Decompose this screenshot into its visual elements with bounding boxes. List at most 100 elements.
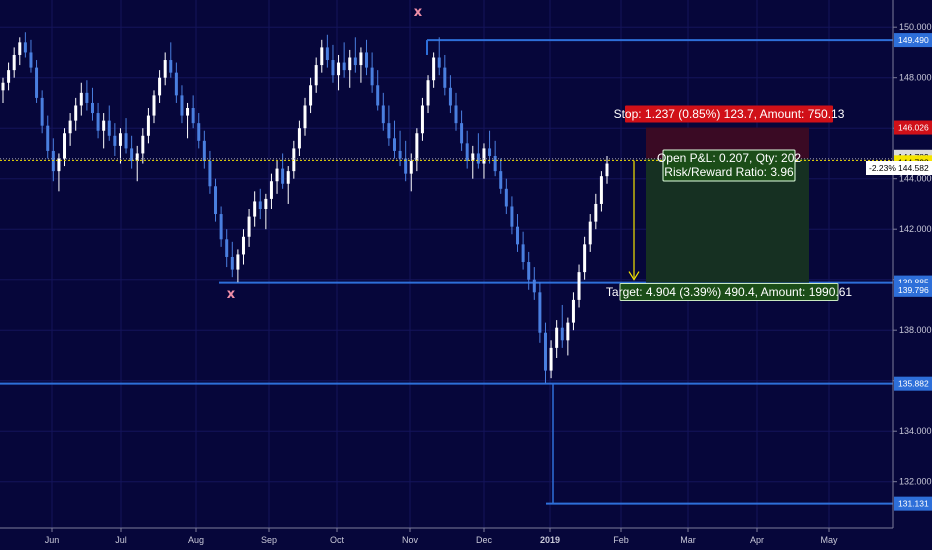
- candle-body: [365, 52, 369, 68]
- candle-body: [68, 120, 72, 134]
- candle-body: [197, 123, 201, 141]
- candle-body: [23, 42, 27, 53]
- candle-body: [186, 108, 190, 116]
- candle-body: [253, 201, 257, 217]
- line-price-tag: [894, 376, 932, 391]
- candle-body: [102, 120, 106, 131]
- candle-body: [180, 95, 184, 116]
- candle-body: [163, 60, 167, 78]
- target-label: Target: 4.904 (3.39%) 490.4, Amount: 199…: [606, 285, 852, 299]
- candle-body: [605, 163, 609, 177]
- time-tick-label: Jul: [115, 535, 127, 545]
- risk-reward-label: Risk/Reward Ratio: 3.96: [664, 165, 794, 179]
- candle-body: [7, 70, 11, 83]
- candle-body: [532, 279, 536, 293]
- candle-body: [146, 115, 150, 136]
- candle-body: [516, 226, 520, 245]
- axis-price-tag-label: 144.582: [898, 163, 929, 173]
- candle-body: [337, 62, 341, 76]
- target-label-box: [619, 283, 839, 301]
- candle-body: [191, 108, 195, 124]
- candle-body: [225, 239, 229, 257]
- axis-price-tag: [894, 282, 932, 297]
- candle-body: [426, 80, 430, 106]
- candle-body: [96, 113, 100, 131]
- candle-body: [392, 138, 396, 151]
- candle-body: [258, 201, 262, 209]
- candle-body: [314, 65, 318, 86]
- price-tick-label: 134.000: [899, 426, 932, 436]
- candle-body: [325, 47, 329, 61]
- line-price-tag-label: 149.490: [898, 35, 929, 45]
- candle-body: [29, 52, 33, 68]
- candle-body: [460, 123, 464, 144]
- candle-body: [471, 153, 475, 162]
- candle-body: [113, 135, 117, 146]
- candle-body: [566, 322, 570, 341]
- candle-body: [51, 150, 55, 172]
- candle-body: [174, 72, 178, 96]
- time-tick-label: Aug: [188, 535, 204, 545]
- candle-body: [264, 198, 268, 209]
- candle-body: [499, 171, 503, 189]
- time-axis[interactable]: Jun Jul Aug Sep Oct Nov Dec 2019 Feb Mar Apr May: [45, 528, 838, 545]
- time-tick-label: Feb: [613, 535, 629, 545]
- axis-price-tag-label: 146.026: [898, 123, 929, 133]
- time-tick-label: Sep: [261, 535, 277, 545]
- axis-price-tag: [894, 161, 932, 176]
- candle-body: [538, 292, 542, 333]
- candle-body: [269, 181, 273, 199]
- candle-body: [432, 57, 436, 81]
- candle-body: [303, 105, 307, 129]
- position-overlay[interactable]: Stop: 1.237 (0.85%) 123.7, Amount: 750.1…: [0, 105, 893, 301]
- candle-body: [90, 102, 94, 114]
- price-axis-background[interactable]: [893, 0, 932, 550]
- candle-body: [208, 161, 212, 187]
- time-tick-label: Oct: [330, 535, 345, 545]
- candle-body: [415, 133, 419, 162]
- candle-body: [292, 148, 296, 172]
- candle-body: [63, 133, 67, 159]
- time-tick-label: 2019: [540, 535, 560, 545]
- line-price-tag-label: 139.885: [898, 278, 929, 288]
- price-tick-label: 150.000: [899, 22, 932, 32]
- candle-body: [12, 54, 16, 71]
- candle-body: [40, 97, 44, 126]
- candle-body: [543, 332, 547, 371]
- axis-price-tag-label: 139.796: [898, 285, 929, 295]
- candle-body: [381, 105, 385, 124]
- candle-body: [275, 168, 279, 182]
- candle-body: [476, 153, 480, 164]
- candle-body: [571, 299, 575, 323]
- candle-body: [583, 244, 587, 273]
- line-price-tag-label: 131.131: [898, 499, 929, 509]
- candle-body: [230, 256, 234, 270]
- candle-body: [448, 87, 452, 106]
- price-tick-label: 138.000: [899, 325, 932, 335]
- candle-body: [241, 236, 245, 255]
- x-marker: x: [414, 5, 423, 20]
- stop-label: Stop: 1.237 (0.85%) 123.7, Amount: 750.1…: [614, 107, 845, 121]
- candle-body: [286, 171, 290, 184]
- candle-body: [331, 60, 335, 76]
- candle-body: [141, 135, 145, 154]
- candle-body: [320, 47, 324, 66]
- stop-label-box: [625, 105, 833, 123]
- projection-arrow-head: [628, 271, 640, 281]
- candle-body: [493, 155, 497, 172]
- candle-body: [309, 85, 313, 106]
- candlestick-series: [1, 32, 609, 384]
- price-tick-label: 144.000: [899, 174, 932, 184]
- line-price-tag: [894, 496, 932, 511]
- candle-body: [348, 57, 352, 71]
- candle-body: [465, 143, 469, 162]
- candle-body: [482, 148, 486, 164]
- time-tick-label: Mar: [680, 535, 696, 545]
- candle-body: [387, 123, 391, 139]
- x-marker: x: [227, 287, 236, 302]
- candle-body: [74, 105, 78, 121]
- candle-body: [135, 153, 139, 162]
- candle-body: [107, 120, 111, 136]
- candle-body: [560, 327, 564, 341]
